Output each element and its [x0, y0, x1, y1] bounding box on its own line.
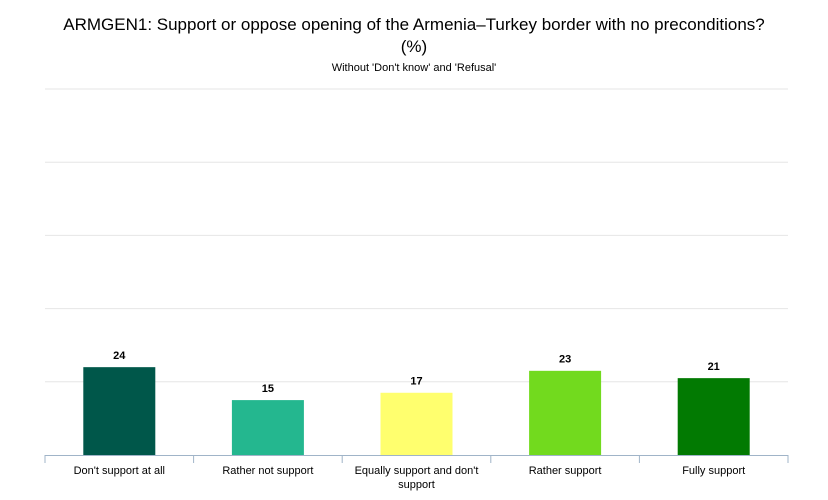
- x-tick-label: Don't support at all: [73, 465, 165, 477]
- x-tick-label: Fully support: [682, 465, 746, 477]
- bar: [677, 378, 750, 455]
- value-label: 21: [708, 361, 720, 373]
- x-tick-label: Rather support: [528, 465, 602, 477]
- chart-title: ARMGEN1: Support or oppose opening of th…: [63, 15, 765, 56]
- x-tick-label-box: Rather support: [528, 465, 602, 477]
- value-label: 23: [559, 354, 571, 366]
- bar: [231, 400, 304, 455]
- value-label: 17: [410, 376, 422, 388]
- bar: [529, 370, 602, 455]
- x-tick-label: Equally support and don't support: [354, 465, 479, 491]
- value-label: 15: [262, 383, 274, 395]
- chart-subtitle: Without 'Don't know' and 'Refusal': [331, 62, 497, 74]
- x-tick-label-box: Rather not support: [222, 465, 314, 477]
- x-tick-label: Rather not support: [222, 465, 314, 477]
- x-tick-label-box: Don't support at all: [73, 465, 165, 477]
- bar: [380, 392, 453, 455]
- value-label: 24: [113, 350, 126, 362]
- x-tick-label-box: Equally support and don't support: [354, 465, 479, 491]
- bar: [83, 367, 156, 455]
- x-tick-label-box: Fully support: [682, 465, 746, 477]
